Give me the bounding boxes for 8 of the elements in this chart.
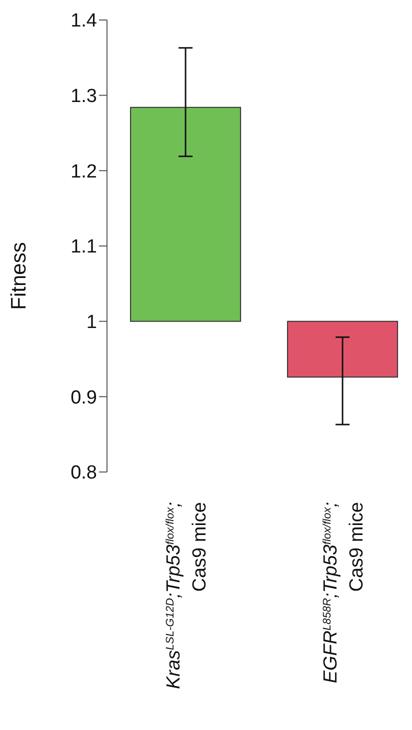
- y-tick-label: 1.1: [70, 236, 97, 258]
- y-tick-label: 1.4: [70, 10, 98, 32]
- y-tick-label: 0.8: [70, 462, 97, 484]
- y-tick-label: 1.2: [70, 161, 97, 182]
- y-tick-label: 0.9: [70, 387, 97, 408]
- y-tick-label: 1.3: [70, 86, 97, 108]
- y-axis-title: Fitness: [7, 242, 30, 310]
- y-tick-label: 1: [86, 312, 97, 334]
